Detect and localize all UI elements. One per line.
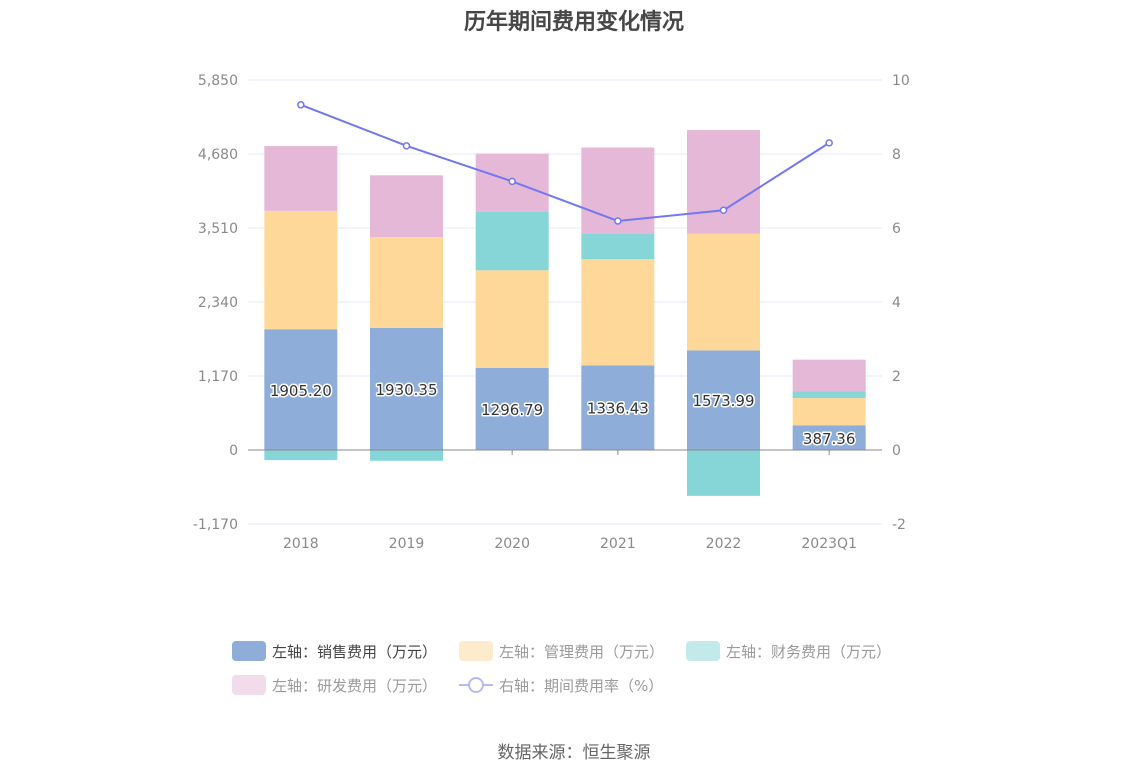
right-tick-label: 10 — [892, 73, 910, 89]
legend-item-finance[interactable]: 左轴：财务费用（万元） — [686, 641, 891, 662]
legend-swatch-admin — [459, 641, 494, 661]
legend-line-circle-icon — [459, 675, 494, 695]
bar-sales — [475, 367, 549, 450]
x-axis — [248, 449, 882, 455]
bar-value-label: 387.36 — [803, 430, 856, 448]
legend-item-admin[interactable]: 左轴：管理费用（万元） — [459, 641, 664, 662]
x-tick-label: 2021 — [600, 536, 636, 552]
right-tick-label: 2 — [892, 369, 901, 385]
x-tick-label: 2023Q1 — [801, 536, 857, 552]
bars — [264, 130, 866, 496]
rate-point — [297, 101, 305, 109]
legend-item-sales[interactable]: 左轴：销售费用（万元） — [232, 641, 437, 662]
x-tick-label: 2022 — [706, 536, 742, 552]
rate-point — [402, 142, 411, 150]
right-axis: -2 0 2 4 6 8 10 — [892, 73, 910, 533]
bar-value-label: 1296.79 — [481, 401, 543, 419]
x-axis-labels: 2018 2019 2020 2021 2022 2023Q1 — [283, 536, 857, 552]
bar-sales — [792, 425, 866, 450]
bar-rnd — [687, 130, 760, 234]
left-tick-label: -1,170 — [193, 517, 238, 533]
rate-point — [719, 206, 728, 214]
bar-finance — [581, 233, 655, 260]
right-tick-label: -2 — [892, 517, 906, 533]
legend-label-rnd: 左轴：研发费用（万元） — [272, 676, 438, 695]
bar-finance — [792, 391, 866, 399]
bar-value-label: 1336.43 — [587, 400, 649, 418]
bar-sales — [581, 365, 655, 450]
left-tick-label: 2,340 — [198, 295, 238, 311]
left-tick-label: 5,850 — [198, 73, 238, 89]
bar-finance — [475, 211, 549, 271]
legend-item-rnd[interactable]: 左轴：研发费用（万元） — [232, 675, 437, 696]
grid-lines — [248, 79, 882, 525]
legend-item-rate[interactable]: 右轴：期间费用率（%） — [459, 675, 663, 696]
bar-admin — [370, 237, 443, 328]
bar-labels: 1905.20 1930.35 1296.79 1336.43 1573.99 387.3… — [268, 379, 857, 449]
bar-admin — [687, 233, 760, 351]
x-tick-label: 2020 — [494, 536, 530, 552]
x-tick-label: 2018 — [283, 536, 319, 552]
rate-point — [614, 217, 622, 225]
bar-rnd — [264, 146, 338, 211]
legend-label-sales: 左轴：销售费用（万元） — [272, 642, 438, 661]
chart-title: 历年期间费用变化情况 — [463, 10, 684, 35]
right-tick-label: 4 — [892, 295, 901, 311]
rate-point — [508, 177, 516, 186]
rate-line — [297, 101, 833, 225]
bar-rnd — [370, 175, 443, 238]
bar-admin — [475, 270, 549, 368]
rate-line-path — [300, 103, 830, 222]
bar-sales — [687, 350, 760, 450]
legend-row-2: 左轴：研发费用（万元） 右轴：期间费用率（%） — [232, 674, 932, 696]
bar-admin — [581, 259, 655, 366]
bar-rnd — [792, 359, 866, 392]
legend-label-admin: 左轴：管理费用（万元） — [499, 642, 665, 661]
bar-value-label: 1905.20 — [270, 382, 332, 400]
bar-sales — [370, 327, 443, 450]
rate-point — [825, 139, 833, 147]
chart-canvas: -1,170 0 1,170 2,340 3,510 4,680 5,850 -2 0 2 4 6 8… — [193, 73, 910, 552]
legend-swatch-rnd — [232, 675, 266, 695]
bar-admin — [792, 398, 866, 426]
left-tick-label: 3,510 — [198, 221, 238, 237]
legend-row-1: 左轴：销售费用（万元） 左轴：管理费用（万元） 左轴：财务费用（万元） — [232, 640, 932, 662]
bar-finance — [370, 450, 443, 461]
bar-value-label: 1573.99 — [692, 392, 754, 410]
legend-label-rate: 右轴：期间费用率（%） — [499, 676, 664, 695]
legend: 左轴：销售费用（万元） 左轴：管理费用（万元） 左轴：财务费用（万元） 左轴：研… — [232, 640, 932, 708]
bar-value-label: 1930.35 — [375, 381, 437, 399]
right-tick-label: 6 — [892, 221, 901, 237]
data-source: 数据来源：恒生聚源 — [497, 743, 651, 763]
left-axis: -1,170 0 1,170 2,340 3,510 4,680 5,850 — [193, 73, 238, 533]
bar-sales — [264, 329, 338, 450]
legend-swatch-finance — [686, 641, 721, 661]
right-tick-label: 8 — [892, 147, 901, 163]
bar-finance — [264, 450, 338, 461]
right-tick-label: 0 — [892, 443, 901, 459]
left-tick-label: 4,680 — [198, 147, 238, 163]
legend-label-finance: 左轴：财务费用（万元） — [726, 642, 892, 661]
bar-finance — [687, 450, 760, 496]
x-tick-label: 2019 — [389, 536, 425, 552]
left-tick-label: 0 — [229, 443, 238, 459]
bar-admin — [264, 210, 338, 330]
legend-swatch-sales — [232, 641, 266, 661]
left-tick-label: 1,170 — [198, 369, 238, 385]
